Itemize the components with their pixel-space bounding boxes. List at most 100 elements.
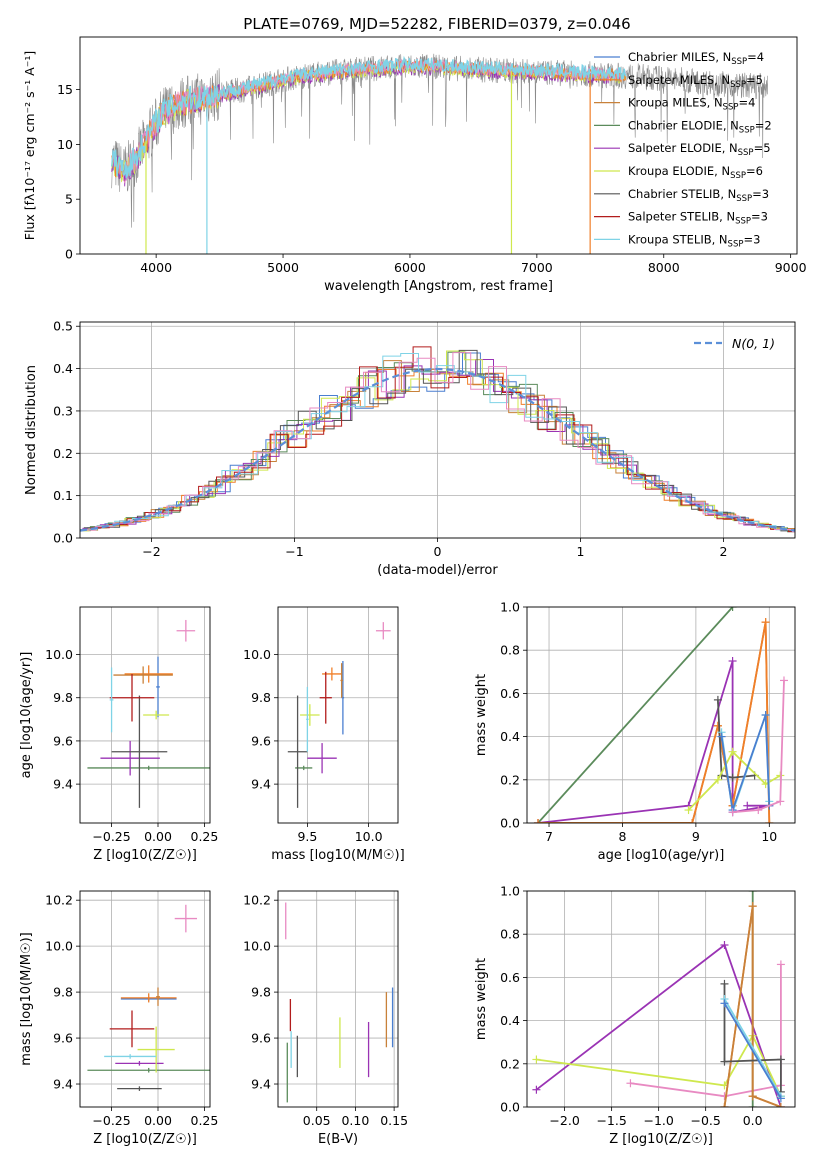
y-tick-label: 0.4 <box>500 729 520 744</box>
y-tick-label: 0.2 <box>500 772 520 787</box>
x-tick-label: 0.15 <box>380 1113 408 1128</box>
x-tick-label: 0.25 <box>191 829 219 844</box>
legend-subscript: SSP <box>728 239 744 249</box>
panel-spectrum: 4000 5000 6000 7000 8000 9000 0 5 10 15 wavelength… <box>22 36 807 294</box>
y-tick-label: 0.6 <box>500 686 520 701</box>
plot-area <box>287 622 391 808</box>
y-tick-label: 9.6 <box>53 1031 73 1046</box>
legend-tail: =3 <box>751 210 768 224</box>
y-tick-label: 10.0 <box>45 647 73 662</box>
x-tick-label: 9.5 <box>297 829 317 844</box>
legend-tail: =2 <box>755 118 772 132</box>
y-tick-label: 0.5 <box>53 319 73 334</box>
y-axis-label: mass weight <box>474 674 489 756</box>
y-tick-label: 0.4 <box>53 361 73 376</box>
panel-weight_vs_age: 7 8 9 10 0.0 0.2 0.4 0.6 0.8 1.0 age [log10(age/yr… <box>474 600 796 863</box>
weight-line <box>720 714 771 811</box>
weight-line <box>732 680 785 814</box>
y-tick-label: 0.0 <box>500 816 520 831</box>
model-spectrum <box>111 61 626 187</box>
x-axis-label: (data-model)/error <box>377 563 498 578</box>
y-tick-label: 0.8 <box>500 643 520 658</box>
x-tick-label: −2.0 <box>549 1113 579 1128</box>
x-tick-label: −2 <box>142 544 160 559</box>
x-axis-label: E(B-V) <box>318 1132 358 1147</box>
y-tick-label: 9.4 <box>251 777 271 792</box>
y-tick-label: 9.6 <box>53 733 73 748</box>
legend-label: N(0, 1) <box>732 336 775 351</box>
x-tick-label: −0.25 <box>92 829 130 844</box>
plot-area <box>532 891 785 1107</box>
y-tick-label: 0.3 <box>53 403 73 418</box>
legend-tail: =3 <box>752 187 769 201</box>
histogram-step <box>80 352 795 533</box>
y-tick-label: 10.0 <box>243 939 271 954</box>
x-axis-label: wavelength [Angstrom, rest frame] <box>324 279 553 294</box>
legend-label: Kroupa MILES, NSSP=4 <box>628 96 755 113</box>
y-tick-label: 10.2 <box>45 893 73 908</box>
x-tick-label: 2 <box>720 544 728 559</box>
weight-line <box>537 607 734 823</box>
plot-area <box>534 607 788 823</box>
weight-line <box>723 983 782 1092</box>
axes-frame <box>79 321 796 539</box>
x-tick-label: 10.0 <box>355 829 383 844</box>
x-tick-label: 9000 <box>775 260 807 275</box>
panel-age_vs_mass: 9.5 10.0 9.4 9.6 9.8 10.0 mass [log10(M/M☉)] <box>243 606 405 863</box>
panel-weight_vs_Z: −2.0 −1.5 −1.0 −0.5 0.0 0.0 0.2 0.4 0.6 0.8 1.0 Z [… <box>474 884 796 1147</box>
legend-subscript: SSP <box>739 125 755 135</box>
y-tick-label: 0.2 <box>53 446 73 461</box>
y-tick-label: 0.4 <box>500 1013 520 1028</box>
plot-area <box>80 346 795 533</box>
axes-frame <box>277 606 399 824</box>
grid <box>278 607 398 823</box>
x-tick-label: 6000 <box>394 260 426 275</box>
x-tick-label: 0.10 <box>341 1113 369 1128</box>
legend-subscript: SSP <box>723 103 739 113</box>
x-tick-label: 0.05 <box>303 1113 331 1128</box>
y-tick-label: 10 <box>57 137 73 152</box>
y-tick-label: 9.8 <box>251 985 271 1000</box>
y-tick-label: 1.0 <box>500 884 520 899</box>
model-spectrum <box>111 60 627 183</box>
x-tick-label: 9 <box>692 829 700 844</box>
x-tick-label: 0.00 <box>144 829 172 844</box>
x-axis-label: age [log10(age/yr)] <box>598 848 725 863</box>
legend: Chabrier MILES, NSSP=4 Salpeter MILES, NS… <box>594 50 772 249</box>
legend-label: Chabrier ELODIE, NSSP=2 <box>628 118 772 135</box>
y-tick-label: 0 <box>65 247 73 262</box>
histogram-step <box>82 359 795 531</box>
legend-label: Chabrier STELIB, NSSP=3 <box>628 187 769 204</box>
legend-label: Salpeter MILES, NSSP=5 <box>628 73 763 90</box>
legend-subscript: SSP <box>730 171 746 181</box>
legend-tail: =4 <box>738 96 755 110</box>
y-tick-label: 10.2 <box>243 893 271 908</box>
x-tick-label: −0.5 <box>690 1113 720 1128</box>
axes-frame <box>79 606 211 824</box>
x-tick-label: −0.25 <box>92 1113 130 1128</box>
grid <box>278 891 398 1107</box>
x-tick-label: 0.25 <box>191 1113 219 1128</box>
axes-frame <box>526 606 796 824</box>
x-tick-label: 1 <box>577 544 585 559</box>
x-tick-label: 0.00 <box>144 1113 172 1128</box>
y-tick-label: 9.6 <box>251 1031 271 1046</box>
histogram-step <box>80 353 795 532</box>
y-tick-label: 9.6 <box>251 733 271 748</box>
x-axis-label: Z [log10(Z/Z☉)] <box>93 848 197 863</box>
panel-histogram: −2 −1 0 1 2 0.0 0.1 0.2 0.3 0.4 0.5 (data-model)/er… <box>24 319 796 578</box>
y-axis-label: mass [log10(M/M☉)] <box>19 932 34 1065</box>
legend-label: Salpeter STELIB, NSSP=3 <box>628 210 768 227</box>
legend-label: Kroupa STELIB, NSSP=3 <box>628 232 760 249</box>
axes-frame <box>277 890 399 1108</box>
axes-frame <box>79 890 211 1108</box>
legend-label: Kroupa ELODIE, NSSP=6 <box>628 164 763 181</box>
x-tick-label: 4000 <box>140 260 172 275</box>
x-tick-label: −1.5 <box>596 1113 626 1128</box>
y-tick-label: 9.4 <box>251 1077 271 1092</box>
y-tick-label: 0.1 <box>53 488 73 503</box>
legend-subscript: SSP <box>731 57 747 67</box>
model-spectrum <box>111 57 627 184</box>
y-tick-label: 0.2 <box>500 1056 520 1071</box>
legend-subscript: SSP <box>730 80 746 90</box>
